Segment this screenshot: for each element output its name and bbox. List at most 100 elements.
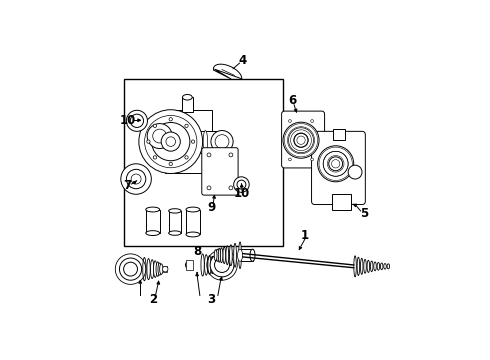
Circle shape bbox=[153, 156, 157, 159]
Ellipse shape bbox=[374, 262, 376, 271]
Ellipse shape bbox=[213, 257, 217, 273]
Circle shape bbox=[162, 266, 168, 272]
Ellipse shape bbox=[204, 255, 208, 275]
Text: 8: 8 bbox=[193, 245, 201, 258]
Circle shape bbox=[294, 133, 308, 147]
Circle shape bbox=[210, 253, 234, 277]
Circle shape bbox=[123, 262, 138, 276]
Ellipse shape bbox=[380, 263, 383, 270]
Circle shape bbox=[207, 186, 211, 190]
Circle shape bbox=[311, 120, 314, 122]
Ellipse shape bbox=[201, 254, 204, 276]
Text: 10: 10 bbox=[234, 187, 250, 200]
Ellipse shape bbox=[150, 260, 154, 279]
Bar bbox=[186, 210, 200, 234]
Text: 1: 1 bbox=[301, 229, 309, 242]
Ellipse shape bbox=[169, 209, 181, 213]
Ellipse shape bbox=[208, 256, 211, 274]
Ellipse shape bbox=[223, 247, 225, 264]
Circle shape bbox=[283, 122, 319, 158]
Circle shape bbox=[323, 151, 348, 176]
Circle shape bbox=[215, 257, 229, 273]
Circle shape bbox=[211, 131, 233, 153]
Ellipse shape bbox=[384, 264, 386, 269]
Ellipse shape bbox=[160, 264, 163, 274]
Circle shape bbox=[311, 158, 314, 161]
Circle shape bbox=[207, 153, 211, 157]
Text: 7: 7 bbox=[123, 179, 132, 193]
Text: 4: 4 bbox=[239, 54, 247, 67]
Ellipse shape bbox=[186, 207, 200, 212]
Ellipse shape bbox=[239, 242, 242, 269]
Text: 10: 10 bbox=[120, 114, 136, 127]
Circle shape bbox=[147, 140, 150, 143]
Bar bbox=[146, 210, 160, 233]
Ellipse shape bbox=[203, 131, 208, 153]
Bar bbox=[123, 79, 283, 246]
Circle shape bbox=[130, 114, 144, 127]
Circle shape bbox=[145, 116, 197, 168]
Circle shape bbox=[289, 120, 292, 122]
Circle shape bbox=[185, 262, 192, 268]
Ellipse shape bbox=[158, 263, 161, 275]
Ellipse shape bbox=[146, 207, 160, 212]
Ellipse shape bbox=[169, 231, 181, 235]
Text: 2: 2 bbox=[148, 293, 157, 306]
Ellipse shape bbox=[143, 257, 146, 281]
Circle shape bbox=[161, 132, 180, 151]
Circle shape bbox=[131, 174, 141, 184]
Circle shape bbox=[318, 146, 354, 182]
Bar bbox=[186, 260, 193, 270]
Bar bbox=[169, 211, 181, 233]
Ellipse shape bbox=[377, 262, 380, 270]
Ellipse shape bbox=[147, 258, 150, 280]
Circle shape bbox=[215, 135, 229, 149]
Bar bbox=[165, 110, 212, 174]
Ellipse shape bbox=[153, 261, 157, 278]
Circle shape bbox=[151, 122, 190, 161]
Circle shape bbox=[348, 165, 362, 179]
Ellipse shape bbox=[156, 262, 159, 276]
Ellipse shape bbox=[354, 256, 356, 277]
Ellipse shape bbox=[211, 256, 214, 274]
Circle shape bbox=[153, 124, 157, 127]
Ellipse shape bbox=[361, 258, 363, 274]
Circle shape bbox=[166, 137, 175, 147]
Circle shape bbox=[289, 158, 292, 161]
Circle shape bbox=[153, 129, 167, 143]
Ellipse shape bbox=[216, 249, 219, 261]
Text: 6: 6 bbox=[288, 94, 296, 107]
Ellipse shape bbox=[229, 245, 232, 266]
Text: 5: 5 bbox=[360, 207, 368, 220]
Bar bbox=[200, 131, 220, 153]
Ellipse shape bbox=[357, 257, 360, 275]
Ellipse shape bbox=[234, 243, 237, 267]
Ellipse shape bbox=[218, 248, 220, 262]
Circle shape bbox=[185, 156, 188, 159]
Ellipse shape bbox=[250, 249, 255, 261]
Ellipse shape bbox=[226, 246, 229, 265]
Ellipse shape bbox=[220, 248, 223, 263]
Ellipse shape bbox=[364, 260, 367, 273]
Circle shape bbox=[120, 258, 142, 280]
Ellipse shape bbox=[238, 249, 243, 261]
Circle shape bbox=[169, 162, 172, 166]
Circle shape bbox=[185, 124, 188, 127]
Bar bbox=[240, 249, 252, 261]
Bar bbox=[332, 194, 351, 210]
Ellipse shape bbox=[214, 250, 217, 261]
Circle shape bbox=[147, 123, 172, 149]
Ellipse shape bbox=[387, 264, 390, 269]
Circle shape bbox=[139, 110, 203, 174]
Ellipse shape bbox=[146, 231, 160, 235]
Ellipse shape bbox=[186, 232, 200, 237]
Circle shape bbox=[237, 180, 246, 189]
Ellipse shape bbox=[370, 261, 373, 271]
Circle shape bbox=[169, 118, 172, 121]
Circle shape bbox=[126, 110, 147, 131]
FancyBboxPatch shape bbox=[202, 148, 238, 195]
Circle shape bbox=[229, 186, 233, 190]
FancyBboxPatch shape bbox=[282, 111, 324, 168]
Circle shape bbox=[229, 153, 233, 157]
Circle shape bbox=[121, 164, 151, 194]
